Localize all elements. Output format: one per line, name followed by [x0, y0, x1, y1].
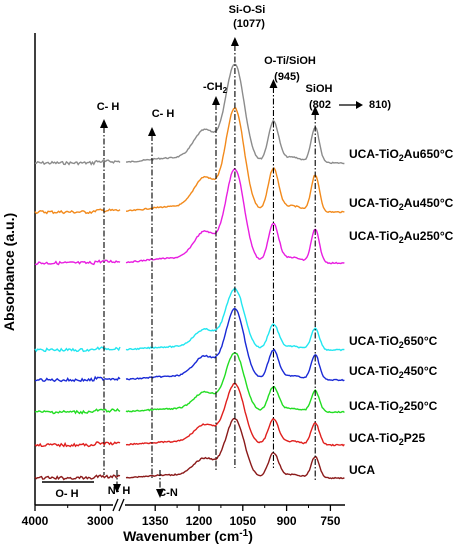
annotation-cn: C-N	[158, 487, 178, 499]
spectra-group	[34, 63, 345, 481]
x-tick-label: 4000	[22, 514, 49, 528]
spectrum-line-segment-a	[34, 441, 121, 448]
shift-arrow	[339, 101, 363, 109]
annotation-sioh-value: (802	[309, 99, 331, 111]
annotation-si-o-si-value: (1077)	[233, 18, 265, 30]
annotation-si-o-si: Si-O-Si	[229, 4, 266, 16]
spectrum-line-segment-a	[34, 346, 121, 353]
annotation-sioh: SiOH	[306, 83, 333, 95]
annotation-o-ti-sioh: O-Ti/SiOH	[264, 55, 316, 67]
series-label: UCA-TiO2Au450°C	[349, 196, 454, 212]
arrow-up-icon	[100, 119, 108, 128]
annotation-ch-a: C- H	[97, 101, 120, 113]
arrow-up-icon	[148, 127, 156, 136]
x-tick-label: 1050	[229, 514, 256, 528]
series-label: UCA-TiO2250°C	[349, 399, 438, 415]
arrow-up-icon	[230, 37, 239, 46]
x-axis-label: Wavenumber (cm-1)	[123, 528, 253, 544]
annotation-nh: N- H	[108, 485, 131, 497]
arrow-up-icon	[269, 79, 278, 88]
legend: UCA-TiO2Au650°C UCA-TiO2Au450°C UCA-TiO2Au…	[349, 147, 454, 477]
spectrum-line-segment-a	[34, 159, 121, 166]
x-tick-label: 3000	[87, 514, 114, 528]
spectrum-line-segment-a	[34, 259, 121, 266]
y-axis-label: Absorbance (a.u.)	[1, 213, 17, 331]
spectrum-line-segment-b	[125, 307, 345, 382]
series-label: UCA-TiO2P25	[349, 431, 425, 447]
annotation-sioh-shift: 810)	[369, 99, 391, 111]
spectrum-line-segment-a	[34, 208, 121, 215]
annotation-o-ti-sioh-value: (945)	[274, 71, 300, 83]
x-tick-label: 1350	[142, 514, 169, 528]
spectrum-line-segment-a	[34, 407, 121, 415]
guide-lines	[100, 37, 320, 498]
series-label: UCA-TiO2Au650°C	[349, 147, 454, 163]
series-label: UCA-TiO2450°C	[349, 364, 438, 380]
x-tick-label: 1200	[186, 514, 213, 528]
arrow-down-icon	[113, 484, 121, 493]
spectrum-line-segment-a	[34, 375, 121, 383]
x-ticks: 4000 3000 1350 1200 1050 900 750	[22, 505, 341, 528]
annotation-ch-b: C- H	[152, 108, 175, 120]
series-label: UCA-TiO2Au250°C	[349, 229, 454, 245]
series-label: UCA-TiO2650°C	[349, 334, 438, 350]
arrow-down-icon	[156, 489, 164, 498]
x-tick-label: 900	[277, 514, 297, 528]
annotation-oh: O- H	[55, 488, 78, 500]
axis-break	[112, 498, 125, 512]
spectrum-line-segment-a	[34, 474, 121, 481]
arrow-up-icon	[212, 96, 220, 105]
arrow-up-icon	[311, 106, 320, 115]
annotation-ch2: -CH2	[203, 81, 228, 95]
series-label: UCA	[349, 463, 375, 477]
x-tick-label: 750	[320, 514, 340, 528]
